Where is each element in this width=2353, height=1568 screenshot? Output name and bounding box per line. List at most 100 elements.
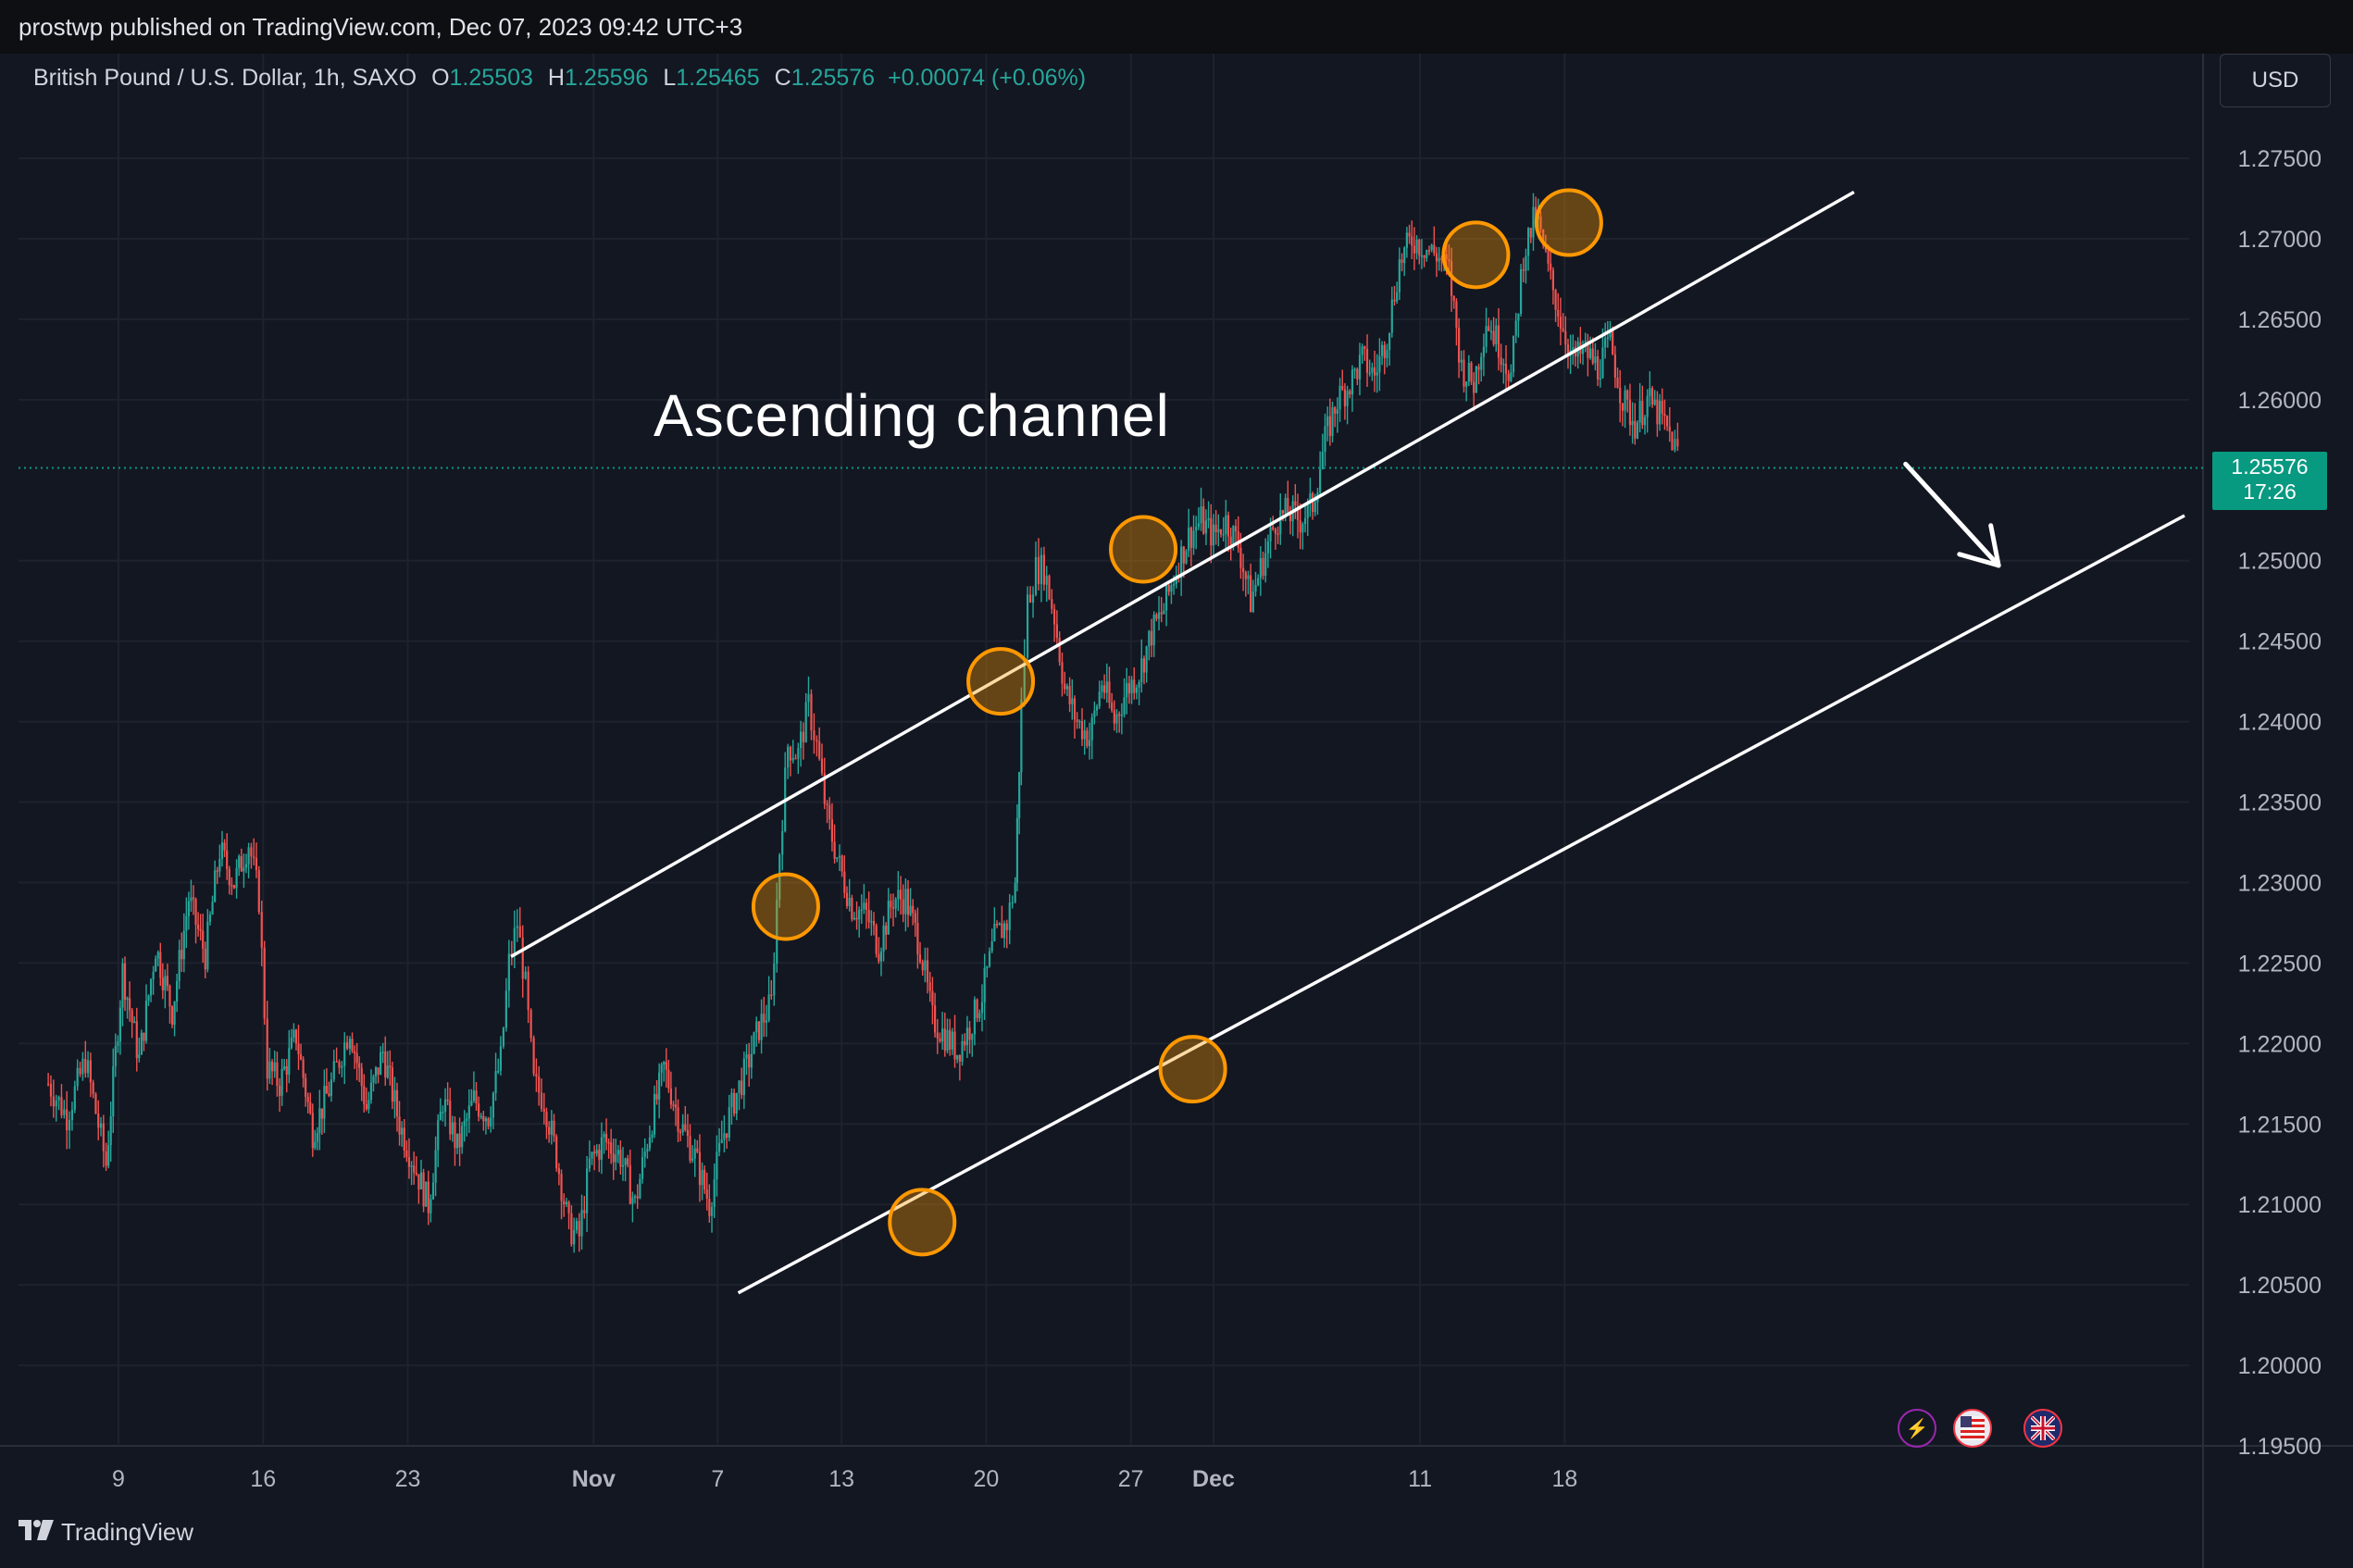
candle-body xyxy=(1653,399,1656,405)
touch-point-circle[interactable] xyxy=(751,872,820,941)
candle-body xyxy=(1458,328,1461,363)
touch-point-circle[interactable] xyxy=(1109,515,1178,584)
candle-body xyxy=(374,1067,378,1076)
candle-body xyxy=(168,986,171,1007)
candle-body xyxy=(1005,923,1008,930)
candle-body xyxy=(1460,359,1463,363)
candle-body xyxy=(1380,344,1384,356)
price-axis-label: 1.26500 xyxy=(2238,307,2322,333)
candle-body xyxy=(1504,364,1508,374)
candle-body xyxy=(1279,510,1282,534)
touch-point-circle[interactable] xyxy=(1534,188,1603,257)
candle-body xyxy=(1646,395,1649,417)
lower-channel-line[interactable] xyxy=(737,514,2185,1295)
candle-body xyxy=(164,976,167,990)
candle-body xyxy=(1133,679,1136,693)
us-flag-icon[interactable] xyxy=(1953,1409,1992,1448)
candle-body xyxy=(686,1129,690,1137)
candle-body xyxy=(1090,716,1093,740)
touch-point-circle[interactable] xyxy=(1158,1035,1227,1104)
candle-body xyxy=(653,1094,656,1135)
candle-body xyxy=(810,693,813,731)
candle-body xyxy=(708,1199,711,1216)
candle-body xyxy=(513,927,516,954)
projection-arrow[interactable] xyxy=(1903,461,2001,568)
candle-body xyxy=(1527,228,1530,256)
candle-body xyxy=(1259,558,1262,579)
candle-body xyxy=(1080,721,1084,740)
high-value: 1.25596 xyxy=(564,65,649,91)
uk-flag-icon[interactable] xyxy=(2023,1409,2062,1448)
candle-body xyxy=(181,950,183,960)
candle-body xyxy=(341,1065,343,1068)
candle-body xyxy=(616,1150,619,1155)
candle-body xyxy=(518,926,521,938)
candle-body xyxy=(202,930,205,949)
candle-body xyxy=(1346,391,1349,406)
candle-body xyxy=(1011,902,1014,904)
candle-body xyxy=(1566,344,1570,355)
candle-body xyxy=(1353,368,1356,371)
candle-body xyxy=(413,1165,416,1173)
candle-body xyxy=(346,1042,349,1049)
currency-button[interactable]: USD xyxy=(2220,54,2331,107)
candle-body xyxy=(1226,515,1230,537)
tradingview-logo[interactable]: TradingView xyxy=(19,1518,193,1547)
candle-body xyxy=(1398,259,1401,292)
price-axis-label: 1.27000 xyxy=(2238,227,2322,253)
candle-body xyxy=(867,909,870,923)
channel-annotation[interactable]: Ascending channel xyxy=(654,382,1170,449)
candle-body xyxy=(710,1207,714,1216)
candle-body xyxy=(1613,354,1616,379)
lightning-icon[interactable]: ⚡ xyxy=(1898,1409,1936,1448)
candle-body xyxy=(1257,578,1260,585)
candle-body xyxy=(1554,290,1557,310)
candle-body xyxy=(789,746,792,761)
candle-body xyxy=(1512,335,1515,373)
candle-body xyxy=(875,925,878,954)
candle-body xyxy=(1336,409,1338,414)
candle-body xyxy=(565,1201,567,1204)
touch-point-circle[interactable] xyxy=(1441,220,1511,290)
candle-body xyxy=(765,1020,768,1023)
logo-graphic xyxy=(19,1520,54,1540)
candle-body xyxy=(502,1027,504,1047)
candle-body xyxy=(1636,422,1639,439)
candle-body xyxy=(1086,730,1089,747)
touch-point-circle[interactable] xyxy=(888,1188,957,1257)
candle-body xyxy=(897,890,900,900)
candle-body xyxy=(129,998,131,1011)
candle-body xyxy=(338,1062,341,1068)
candle-body xyxy=(851,898,853,920)
candle-body xyxy=(230,885,233,887)
symbol-name[interactable]: British Pound / U.S. Dollar, 1h, SAXO xyxy=(33,65,417,91)
candle-body xyxy=(1045,575,1048,585)
candle-body xyxy=(716,1151,718,1180)
candle-body xyxy=(1356,368,1359,380)
candle-body xyxy=(705,1189,708,1200)
upper-channel-line[interactable] xyxy=(510,190,1855,958)
candle-body xyxy=(1656,399,1659,425)
price-axis-label: 1.22500 xyxy=(2238,951,2322,977)
candle-body xyxy=(494,1071,497,1093)
candle-body xyxy=(906,889,910,915)
candle-body xyxy=(461,1126,464,1148)
candle-body xyxy=(820,758,824,774)
candle-body xyxy=(109,1116,112,1146)
candle-body xyxy=(1148,630,1151,647)
candle-body xyxy=(1507,373,1510,381)
candle-body xyxy=(588,1158,591,1169)
candle-body xyxy=(472,1090,476,1101)
candle-body xyxy=(1042,554,1046,585)
low-label: L xyxy=(663,65,677,91)
candle-body xyxy=(1539,216,1542,230)
candle-body xyxy=(1383,344,1386,358)
candle-body xyxy=(372,1076,375,1083)
low-value: 1.25465 xyxy=(676,65,760,91)
candle-body xyxy=(833,841,836,859)
candle-body xyxy=(1349,391,1351,395)
logo-icon xyxy=(19,1518,54,1547)
touch-point-circle[interactable] xyxy=(966,647,1036,716)
candle-body xyxy=(836,857,839,859)
